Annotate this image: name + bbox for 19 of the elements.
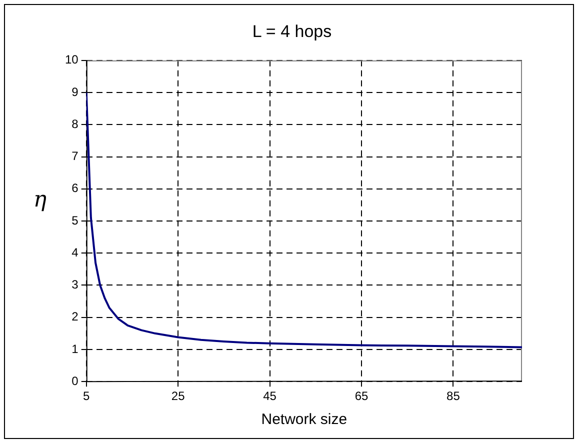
- y-tick-label: 10: [64, 52, 79, 67]
- x-tick-label: 65: [354, 389, 368, 404]
- x-tick-label: 85: [446, 389, 460, 404]
- x-axis-title: Network size: [261, 411, 348, 428]
- x-tick-label: 25: [171, 389, 186, 404]
- y-tick-label: 4: [72, 245, 79, 260]
- y-tick-label: 1: [72, 342, 79, 356]
- chart-title: L = 4 hops: [252, 22, 332, 41]
- y-tick-label: 9: [72, 84, 79, 99]
- y-tick-label: 7: [72, 149, 79, 164]
- y-tick-label: 2: [72, 310, 79, 324]
- y-axis-title: η: [33, 188, 47, 213]
- y-tick-label: 5: [72, 213, 79, 228]
- y-tick-label: 0: [72, 374, 79, 388]
- x-tick-label: 5: [83, 389, 90, 404]
- y-tick-label: 3: [72, 278, 79, 292]
- x-tick-label: 45: [263, 389, 277, 404]
- y-tick-label: 6: [72, 181, 79, 196]
- y-tick-label: 8: [72, 116, 79, 131]
